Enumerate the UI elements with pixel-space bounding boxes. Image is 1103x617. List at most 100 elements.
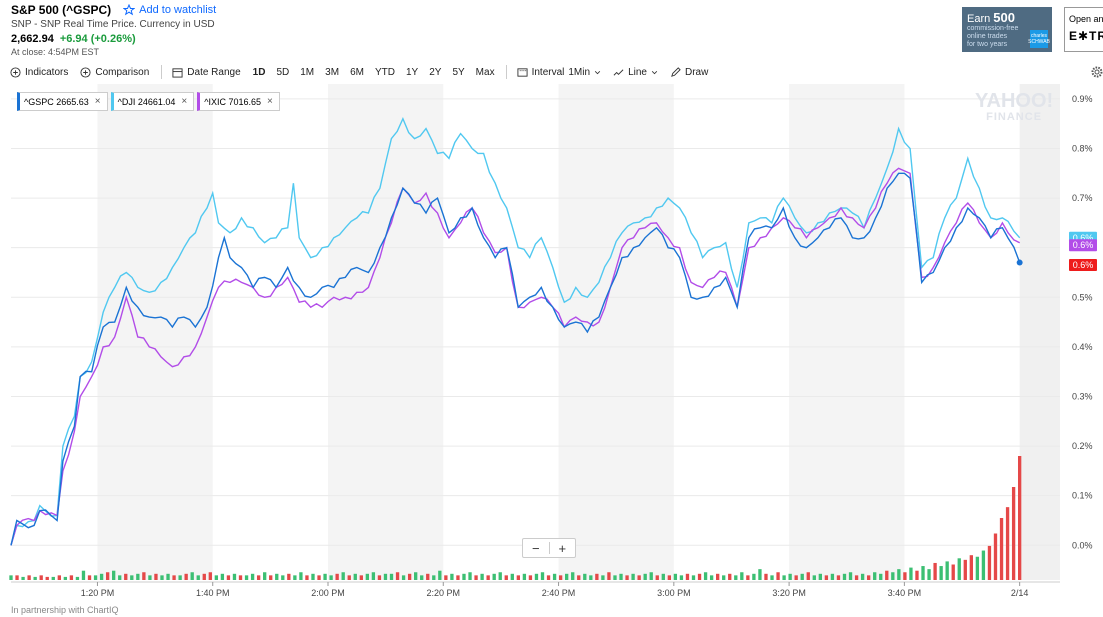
- volume-bar: [873, 572, 877, 580]
- volume-bar: [691, 575, 696, 580]
- volume-bar: [57, 575, 61, 580]
- draw-button[interactable]: Draw: [670, 67, 708, 78]
- range-1m[interactable]: 1M: [300, 66, 315, 78]
- volume-bar: [649, 572, 653, 580]
- zoom-in-button[interactable]: +: [558, 540, 567, 556]
- volume-bar: [552, 573, 557, 580]
- volume-bar: [474, 575, 478, 580]
- chip-label: ^DJI 24661.04: [117, 96, 176, 107]
- chip-dji[interactable]: ^DJI 24661.04 ×: [110, 92, 195, 111]
- volume-bar: [335, 573, 339, 580]
- gear-icon[interactable]: [1091, 66, 1103, 78]
- volume-bar: [389, 573, 394, 580]
- x-tick-label: 3:00 PM: [657, 588, 691, 598]
- volume-bar: [160, 575, 164, 580]
- x-tick-label: 1:20 PM: [81, 588, 115, 598]
- last-value-tag: [1069, 239, 1097, 252]
- x-tick-label: 1:40 PM: [196, 588, 230, 598]
- quote-subtitle: SNP - SNP Real Time Price. Currency in U…: [11, 19, 215, 30]
- range-5d[interactable]: 5D: [276, 66, 290, 78]
- volume-bar: [438, 570, 442, 580]
- volume-bar: [981, 550, 986, 580]
- chip-ixic[interactable]: ^IXIC 7016.65 ×: [197, 92, 280, 111]
- volume-bar: [347, 575, 351, 580]
- price-chart[interactable]: 0.0% 0.1% 0.2% 0.3% 0.4% 0.5% 0.6% 0.7% 0.8% 0.9%…: [0, 82, 1103, 602]
- range-ytd[interactable]: YTD: [374, 66, 395, 78]
- volume-bar: [812, 575, 816, 580]
- date-range-button[interactable]: Date Range: [172, 67, 241, 78]
- ad-line-3: for two years: [967, 41, 1008, 48]
- volume-bar: [238, 575, 243, 580]
- volume-bar: [860, 573, 865, 580]
- close-icon[interactable]: ×: [266, 96, 273, 107]
- y-tick-label: 0.8%: [1072, 143, 1093, 153]
- x-tick-label: 2:20 PM: [427, 588, 461, 598]
- volume-bar: [27, 575, 31, 580]
- volume-bar: [45, 576, 49, 580]
- volume-bar: [93, 575, 98, 580]
- x-tick-label: 2/14: [1011, 588, 1029, 598]
- volume-bar: [746, 575, 750, 580]
- range-max[interactable]: Max: [475, 66, 495, 78]
- volume-bar: [625, 575, 629, 580]
- range-1d[interactable]: 1D: [252, 66, 266, 78]
- x-tick-label: 2:40 PM: [542, 588, 576, 598]
- range-5y[interactable]: 5Y: [452, 66, 465, 78]
- quote-header: S&P 500 (^GSPC) Add to watchlist SNP - S…: [11, 3, 216, 57]
- add-to-watchlist-button[interactable]: Add to watchlist: [123, 4, 216, 16]
- y-tick-label: 0.9%: [1072, 94, 1093, 104]
- volume-bar: [450, 573, 454, 580]
- volume-bar: [263, 572, 267, 580]
- volume-bar: [281, 575, 285, 580]
- range-6m[interactable]: 6M: [350, 66, 364, 78]
- zoom-divider: [548, 542, 550, 554]
- etrade-ad[interactable]: Open an E✱TR: [1064, 7, 1103, 52]
- chip-label: ^GSPC 2665.63: [24, 96, 89, 107]
- volume-bar: [975, 556, 980, 580]
- volume-bar: [613, 575, 617, 580]
- volume-bar: [516, 575, 521, 580]
- volume-bar: [504, 575, 508, 580]
- star-icon: [123, 4, 136, 16]
- volume-bar: [770, 575, 774, 580]
- volume-bar: [63, 576, 68, 580]
- range-3m[interactable]: 3M: [325, 66, 340, 78]
- chart-type-dropdown[interactable]: Line: [613, 67, 658, 78]
- series-line-gspc: [10, 172, 1021, 546]
- volume-bar: [208, 572, 212, 580]
- volume-bar: [269, 575, 273, 580]
- schwab-ad[interactable]: Earn 500 commission-free online trades f…: [962, 7, 1052, 52]
- volume-bar: [118, 575, 122, 580]
- zoom-out-button[interactable]: −: [531, 540, 540, 556]
- volume-bar: [414, 572, 418, 580]
- volume-bar: [830, 573, 835, 580]
- volume-bar: [395, 572, 400, 580]
- chevron-down-icon: [594, 70, 601, 74]
- x-tick-label: 3:40 PM: [888, 588, 922, 598]
- volume-bar: [776, 572, 780, 580]
- volume-bar: [595, 573, 599, 580]
- range-2y[interactable]: 2Y: [429, 66, 442, 78]
- line-chart-icon: [613, 68, 624, 76]
- volume-bar: [933, 562, 937, 580]
- volume-bar: [522, 573, 527, 580]
- volume-bar: [818, 573, 822, 580]
- calendar-icon: [172, 67, 183, 78]
- comparison-button[interactable]: Comparison: [80, 67, 149, 78]
- chip-gspc[interactable]: ^GSPC 2665.63 ×: [17, 92, 108, 111]
- volume-bar: [401, 575, 406, 580]
- last-value-label-ixic: 0.6%: [1073, 240, 1094, 250]
- close-icon[interactable]: ×: [181, 96, 188, 107]
- volume-bar: [317, 575, 321, 580]
- volume-bar: [130, 575, 134, 580]
- indicators-button[interactable]: Indicators: [10, 67, 68, 78]
- volume-bar: [329, 575, 333, 580]
- range-1y[interactable]: 1Y: [405, 66, 419, 78]
- close-icon[interactable]: ×: [94, 96, 101, 107]
- volume-bar: [764, 573, 768, 580]
- volume-bar: [105, 572, 110, 580]
- volume-bar: [293, 575, 297, 580]
- interval-dropdown[interactable]: Interval 1Min: [517, 67, 601, 78]
- volume-bar: [824, 575, 829, 580]
- volume-bar: [758, 569, 762, 580]
